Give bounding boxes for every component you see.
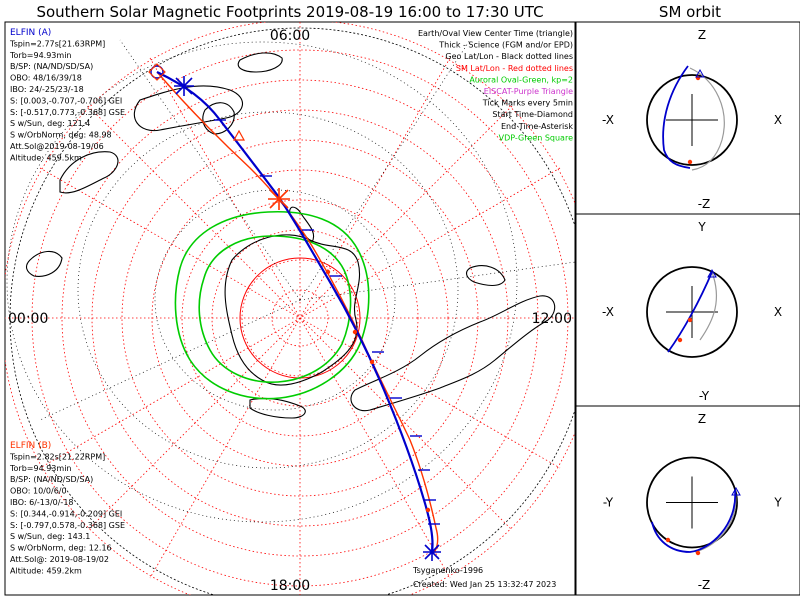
info-line: Att.Sol@: 2019-08-19/02 — [10, 555, 109, 564]
sm-orbit-panels: Z -Z -X X Y -Y -X X Z -Z -Y Y — [575, 21, 800, 596]
legend-item: Earth/Oval View Center Time (triangle) — [418, 29, 573, 38]
orbit-path-a — [651, 489, 736, 553]
info-line: OBO: 48/16/39/18 — [10, 74, 82, 83]
start-diamond — [148, 63, 166, 81]
eiscat-triangle — [232, 129, 246, 141]
legend-item: EISCAT-Purple Triangle — [484, 87, 573, 96]
geo-lat-rings — [6, 41, 518, 523]
legend-item: SM Lat/Lon - Red dotted lines — [456, 64, 573, 73]
sm-axis-label: X — [774, 305, 782, 319]
sm-axis-label: -X — [602, 113, 614, 127]
info-line: Tspin=2.77s[21.63RPM] — [9, 39, 105, 48]
info-line: Tspin=2.82s[21.22RPM] — [9, 452, 105, 461]
view-center-asterisk — [174, 76, 194, 96]
elfin-b-info: ELFIN (B)Tspin=2.82s[21.22RPM] Torb=94.93… — [9, 441, 125, 575]
orbit-triangle — [695, 68, 705, 78]
sm-axis-label: -Z — [698, 197, 711, 211]
model-credit: Tsyganenko-1996 — [412, 566, 483, 575]
geo-meridians — [39, 39, 575, 421]
info-line: OBO: 10/0/6/0 — [10, 487, 67, 496]
info-line: S w/OrbNorm, deg: 48.98 — [10, 131, 112, 140]
sm-axis-label: Z — [698, 412, 706, 426]
sm-axis-label: -X — [602, 305, 614, 319]
legend: Earth/Oval View Center Time (triangle) Th… — [418, 29, 573, 142]
sm-axis-label: Y — [697, 220, 706, 234]
orbit-marker — [687, 159, 693, 165]
info-line: S w/Sun, deg: 121.4 — [10, 119, 90, 128]
orbit-path-a — [662, 65, 691, 169]
orbit-marker — [677, 337, 683, 343]
orbit-marker — [695, 550, 701, 556]
sm-panel: Z -Z -X X — [575, 21, 800, 215]
sm-axis-label: X — [774, 113, 782, 127]
elfin-a-info: ELFIN (A)Tspin=2.77s[21.63RPM] Torb=94.93… — [9, 28, 125, 162]
legend-item: End Time-Asterisk — [501, 122, 573, 131]
orbit-path-a — [667, 271, 713, 353]
mlt-label-bottom: 18:00 — [270, 578, 310, 594]
mlt-label-left: 00:00 — [8, 311, 48, 327]
auroral-oval-outer — [174, 210, 370, 400]
sm-axis-label: Z — [698, 28, 706, 42]
legend-item: Start Time-Diamond — [492, 110, 573, 119]
sm-panel: Z -Z -Y Y — [575, 405, 800, 596]
satellite-name: ELFIN (A) — [10, 28, 51, 38]
orbit-path-b — [689, 67, 725, 171]
elfin-a-ticks — [214, 119, 440, 525]
sm-axis-label: -Y — [699, 389, 710, 403]
mlt-label-right: 12:00 — [532, 311, 572, 327]
legend-item: Tick Marks every 5min — [482, 99, 573, 108]
legend-item: VDP-Green Square — [499, 133, 573, 142]
info-line: Altitude: 459.2km — [10, 566, 82, 575]
created-date: Created: Wed Jan 25 13:32:47 2023 — [413, 580, 556, 589]
info-line: IBO: 6/-13/0/-18 — [10, 498, 74, 507]
legend-item: Auroral Oval-Green, kp=2 — [469, 75, 573, 84]
orbit-marker — [687, 317, 693, 323]
info-line: IBO: 24/-25/23/-18 — [10, 85, 84, 94]
info-line: Altitude: 459.5km — [10, 153, 82, 162]
info-line: S: [-0.517,0.773,-0.368] GSE — [10, 108, 125, 117]
info-line: Torb=94.93min — [9, 464, 71, 473]
elfin-b-asterisk — [268, 188, 290, 210]
elfin-b-markers — [325, 269, 431, 513]
info-line: S w/Sun, deg: 143.1 — [10, 532, 90, 541]
info-line: S: [0.003,-0.707,-0.706] GEI — [10, 96, 122, 105]
legend-item: Geo Lat/Lon - Black dotted lines — [445, 52, 573, 61]
end-asterisk-a — [423, 543, 441, 561]
orbit-path-b — [699, 271, 718, 341]
auroral-oval-inner — [198, 235, 352, 383]
sm-orbit-title: SM orbit — [659, 3, 721, 21]
sm-axis-label: -Z — [698, 578, 711, 592]
orbit-triangle — [731, 486, 741, 496]
info-line: B/SP: (NA/ND/SD/SA) — [10, 62, 93, 71]
sm-axis-label: -Y — [603, 496, 614, 510]
satellite-name: ELFIN (B) — [10, 441, 51, 451]
sm-meridians — [5, 22, 575, 595]
info-line: S: [-0.797,0.578,-0.368] GSE — [10, 521, 125, 530]
info-line: S w/OrbNorm, deg: 12.16 — [10, 544, 112, 553]
orbit-triangle — [707, 268, 717, 278]
sm-panel: Y -Y -X X — [575, 213, 800, 407]
info-line: S: [0.344,-0.914,-0.209] GEI — [10, 509, 122, 518]
legend-item: Thick - Science (FGM and/or EPD) — [438, 41, 573, 50]
sm-axis-label: Y — [773, 496, 782, 510]
figure-title: Southern Solar Magnetic Footprints 2019-… — [36, 3, 543, 21]
info-line: B/SP: (NA/ND/SD/SA) — [10, 475, 93, 484]
continents — [25, 52, 556, 419]
mlt-label-top: 06:00 — [270, 28, 310, 44]
orbit-marker — [665, 537, 671, 543]
info-line: Att.Sol@2019-08-19/06 — [10, 142, 104, 151]
info-line: Torb=94.93min — [9, 51, 71, 60]
